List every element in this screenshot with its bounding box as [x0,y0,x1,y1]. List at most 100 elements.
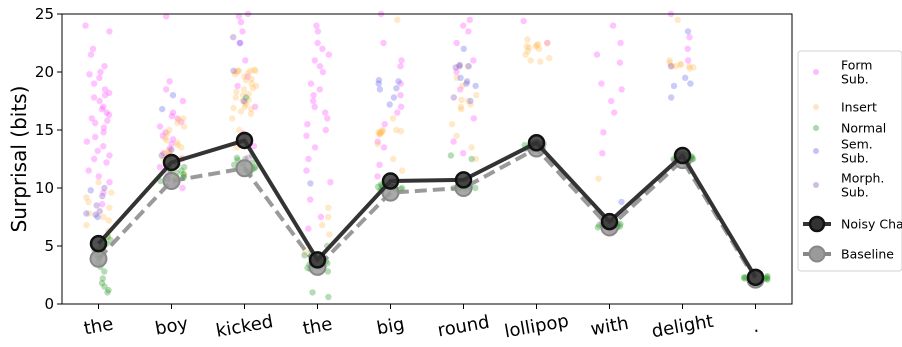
scatter-point [464,62,472,70]
scatter-point [463,80,470,87]
scatter-point [163,86,170,93]
scatter-point [456,62,463,70]
scatter-point [397,80,404,87]
legend-label: Normal [841,121,886,136]
scatter-point [241,103,248,111]
scatter-point [470,115,477,122]
scatter-point [252,67,259,75]
scatter-point [98,105,106,113]
series-marker [381,172,400,190]
scatter-point [393,126,400,134]
y-tick-label: 10 [35,179,54,197]
scatter-point [101,184,108,192]
scatter-point [741,275,748,282]
scatter-point [245,70,252,77]
scatter-point [473,92,480,99]
scatter-point [453,39,460,47]
scatter-point [311,103,318,111]
scatter-point [166,148,173,156]
scatter-point [239,28,246,35]
scatter-point [178,144,185,151]
scatter-point [397,128,405,135]
scatter-point [324,268,332,275]
scatter-point [166,78,173,85]
scatter-point [376,86,384,93]
scatter-point [251,103,259,111]
scatter-point [618,198,625,206]
scatter-point [309,289,316,296]
scatter-point [684,28,692,35]
scatter-point [88,115,96,122]
scatter-point [465,28,472,35]
scatter-point [677,60,685,68]
scatter-point [234,67,241,75]
scatter-point [237,108,245,115]
scatter-point [106,152,113,159]
scatter-point [376,161,383,168]
scatter-point [161,150,168,157]
scatter-point [311,144,319,151]
scatter-point [169,109,177,116]
scatter-point [233,68,240,76]
scatter-point [104,289,111,296]
scatter-point [242,76,250,84]
scatter-point [397,62,404,70]
scatter-point [463,78,471,85]
scatter-point [682,74,689,82]
scatter-point [96,74,103,82]
scatter-point [87,51,95,58]
scatter-point [684,57,692,64]
scatter-point [465,62,472,70]
scatter-point [686,65,693,72]
scatter-point [174,139,181,146]
scatter-point [472,184,479,192]
scatter-point [101,62,108,70]
scatter-point [159,132,166,139]
scatter-point [103,159,110,166]
scatter-point [472,155,479,163]
scatter-point [670,82,678,90]
scatter-point [764,275,771,282]
scatter-point [534,41,542,48]
scatter-point [457,86,464,93]
legend-label: Insert [841,100,877,115]
scatter-point [239,92,247,99]
scatter-point [393,85,400,92]
scatter-point [374,173,381,180]
scatter-point [467,97,474,105]
scatter-point [598,80,605,87]
scatter-point [158,152,165,159]
scatter-point [468,144,475,151]
scatter-point [157,177,164,185]
x-tick-label: boy [153,313,190,339]
scatter-point [667,62,675,70]
x-tick-label: kicked [214,311,274,342]
scatter-point [159,105,166,113]
plot-frame [61,13,793,305]
scatter-point [83,138,91,145]
scatter-point [181,163,188,171]
y-tick-label: 5 [44,237,54,255]
scatter-point [319,68,327,76]
scatter-point [317,213,325,221]
scatter-point [92,119,99,127]
scatter-point [233,154,241,161]
scatter-point [156,163,164,171]
scatter-point [313,22,320,29]
scatter-point [252,82,260,90]
scatter-point [101,283,108,290]
scatter-point [595,175,602,182]
scatter-point [522,51,529,58]
scatter-point [398,57,405,64]
scatter-point [314,28,322,35]
scatter-point [103,109,110,116]
scatter-point [85,198,92,206]
scatter-point [611,109,618,116]
scatter-point [179,97,187,105]
scatter-point [311,57,318,64]
scatter-point [96,208,103,215]
scatter-point [600,129,607,136]
scatter-point [303,167,310,174]
scatter-point [99,201,106,208]
